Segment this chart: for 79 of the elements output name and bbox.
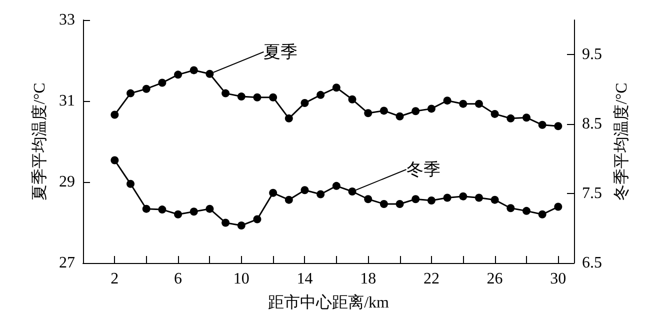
point [142,204,150,213]
point [110,110,119,119]
point [269,93,278,102]
point [253,215,262,224]
point [427,196,436,205]
y2-tick-label: 9.5 [582,46,602,64]
point [474,194,483,202]
point [300,99,309,108]
point [506,204,515,212]
point [459,192,468,200]
x-tick-label: 10 [233,270,250,288]
point [284,114,293,122]
point [206,70,214,78]
point [490,110,499,118]
point [554,202,562,211]
point [348,187,356,196]
point [126,180,135,188]
point [332,182,340,190]
point [412,107,420,116]
point [459,100,468,108]
point [206,204,214,213]
point [158,206,166,214]
x-tick-label: 22 [423,270,440,288]
point [396,112,404,120]
y-axis-title: 夏季平均温度/°C [30,82,49,200]
point [316,190,325,198]
point [538,120,546,129]
point [174,210,182,218]
point [316,90,325,99]
x-tick-label: 30 [550,270,566,288]
point [364,195,372,204]
x-tick-label: 2 [110,270,119,288]
y-tick-label: 29 [59,174,75,190]
point [158,78,166,87]
y2-tick-label: 7.5 [582,185,602,202]
point [222,218,230,227]
x-axis-title: 距市中心距离/km [268,294,390,312]
point [427,104,436,113]
x-tick-label: 26 [486,270,503,288]
point [284,196,293,204]
point [443,194,452,202]
point [222,89,230,98]
point [269,188,278,197]
point [126,89,135,98]
y-tick-label: 31 [59,92,75,110]
point [253,93,262,102]
point [474,100,483,108]
point [237,92,246,101]
x-tick-label: 18 [360,270,376,288]
point [380,200,388,208]
y2-tick-label: 8.5 [582,116,602,133]
point [412,195,420,204]
point [522,114,530,122]
point [490,196,499,204]
point [380,106,388,115]
point [190,66,198,74]
point [443,96,452,105]
point [300,186,309,194]
y-tick-label: 33 [59,12,75,28]
x-tick-label: 6 [174,270,182,288]
point [364,109,372,118]
point [237,222,246,230]
point [396,200,404,208]
point [110,156,119,164]
point [554,122,562,130]
y-tick-label: 27 [59,254,75,272]
point [142,84,150,93]
point [348,95,356,104]
point [538,210,546,218]
y2-tick-label: 6.5 [582,254,602,272]
point [174,70,182,79]
x-tick-label: 14 [296,270,313,288]
point [190,208,198,216]
point [522,206,530,215]
legend-label: 冬季 [406,160,440,179]
y2-axis-title: 冬季平均温度/°C [612,82,630,200]
legend-label: 夏季 [264,42,298,62]
point [506,114,515,122]
point [332,84,340,92]
